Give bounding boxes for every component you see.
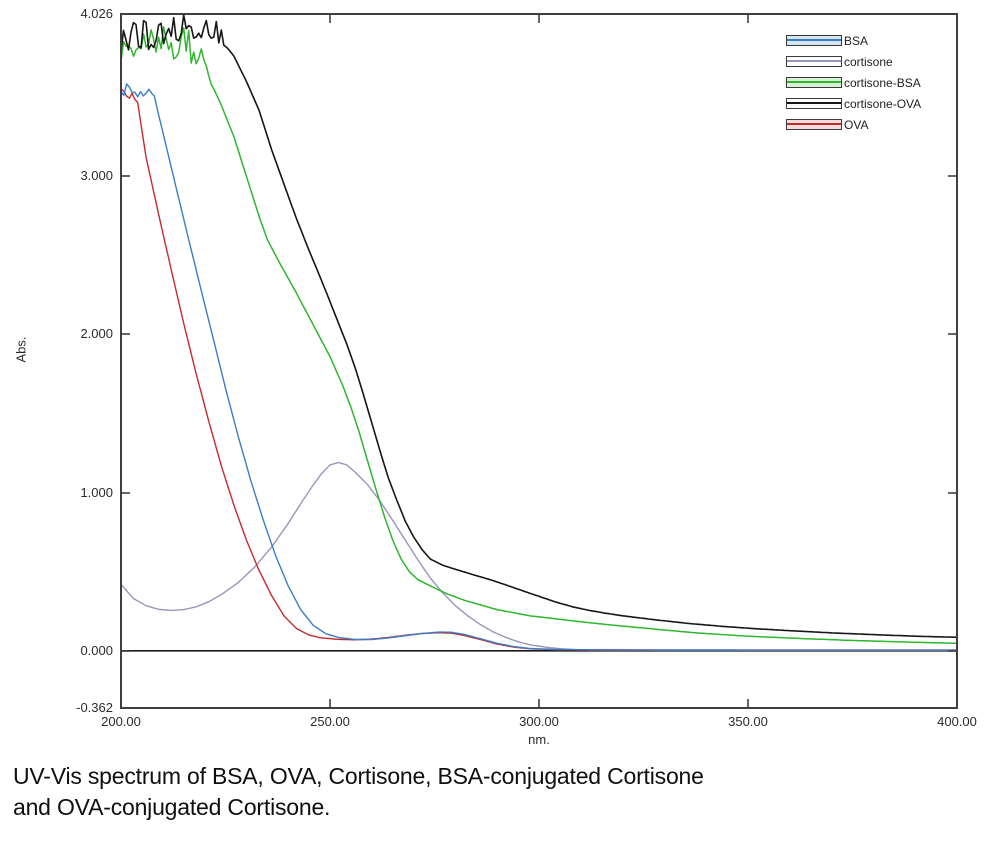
curve-OVA [120, 88, 958, 651]
legend-swatch-line [787, 60, 841, 62]
legend-swatch-cortisone [786, 56, 842, 67]
legend-item-ova: OVA [786, 114, 921, 135]
x-tick-label: 200.00 [101, 714, 141, 729]
legend-swatch-cortisone-bsa [786, 77, 842, 88]
legend-label: OVA [844, 117, 869, 132]
x-tick-label: 400.00 [937, 714, 977, 729]
y-tick-label: 3.000 [80, 168, 113, 183]
legend-item-cortisone: cortisone [786, 51, 921, 72]
legend-swatch-cortisone-ova [786, 98, 842, 109]
curve-cortisone-OVA [120, 14, 958, 639]
legend-item-cortisone-bsa: cortisone-BSA [786, 72, 921, 93]
legend-item-bsa: BSA [786, 30, 921, 51]
curve-cortisone-BSA [120, 26, 958, 645]
y-tick-label: 2.000 [80, 326, 113, 341]
x-tick-label: 300.00 [519, 714, 559, 729]
legend-swatch-line [787, 102, 841, 104]
curve-BSA [120, 83, 958, 651]
legend: BSA cortisone cortisone-BSA cortisone-OV… [786, 30, 921, 135]
caption-line-2: and OVA-conjugated Cortisone. [13, 794, 331, 820]
legend-label: cortisone-BSA [844, 75, 921, 90]
legend-swatch-ova [786, 119, 842, 130]
x-tick-label: 350.00 [728, 714, 768, 729]
spectrum-plot [120, 13, 958, 709]
legend-swatch-line [787, 123, 841, 125]
y-tick-label: 0.000 [80, 643, 113, 658]
legend-swatch-bsa [786, 35, 842, 46]
figure-caption: UV-Vis spectrum of BSA, OVA, Cortisone, … [13, 761, 704, 823]
legend-item-cortisone-ova: cortisone-OVA [786, 93, 921, 114]
y-tick-label: -0.362 [76, 700, 113, 715]
tick-marks [121, 14, 957, 708]
y-axis-title: Abs. [13, 336, 29, 363]
x-axis-title: nm. [528, 732, 550, 747]
y-tick-label: 4.026 [80, 6, 113, 21]
legend-swatch-line [787, 39, 841, 41]
legend-label: cortisone [844, 54, 893, 69]
legend-label: cortisone-OVA [844, 96, 922, 111]
y-tick-label: 1.000 [80, 485, 113, 500]
curve-cortisone [120, 461, 958, 651]
legend-swatch-line [787, 81, 841, 83]
caption-line-1: UV-Vis spectrum of BSA, OVA, Cortisone, … [13, 763, 704, 789]
legend-label: BSA [844, 33, 869, 48]
x-tick-label: 250.00 [310, 714, 350, 729]
spectra-curves [120, 14, 958, 651]
